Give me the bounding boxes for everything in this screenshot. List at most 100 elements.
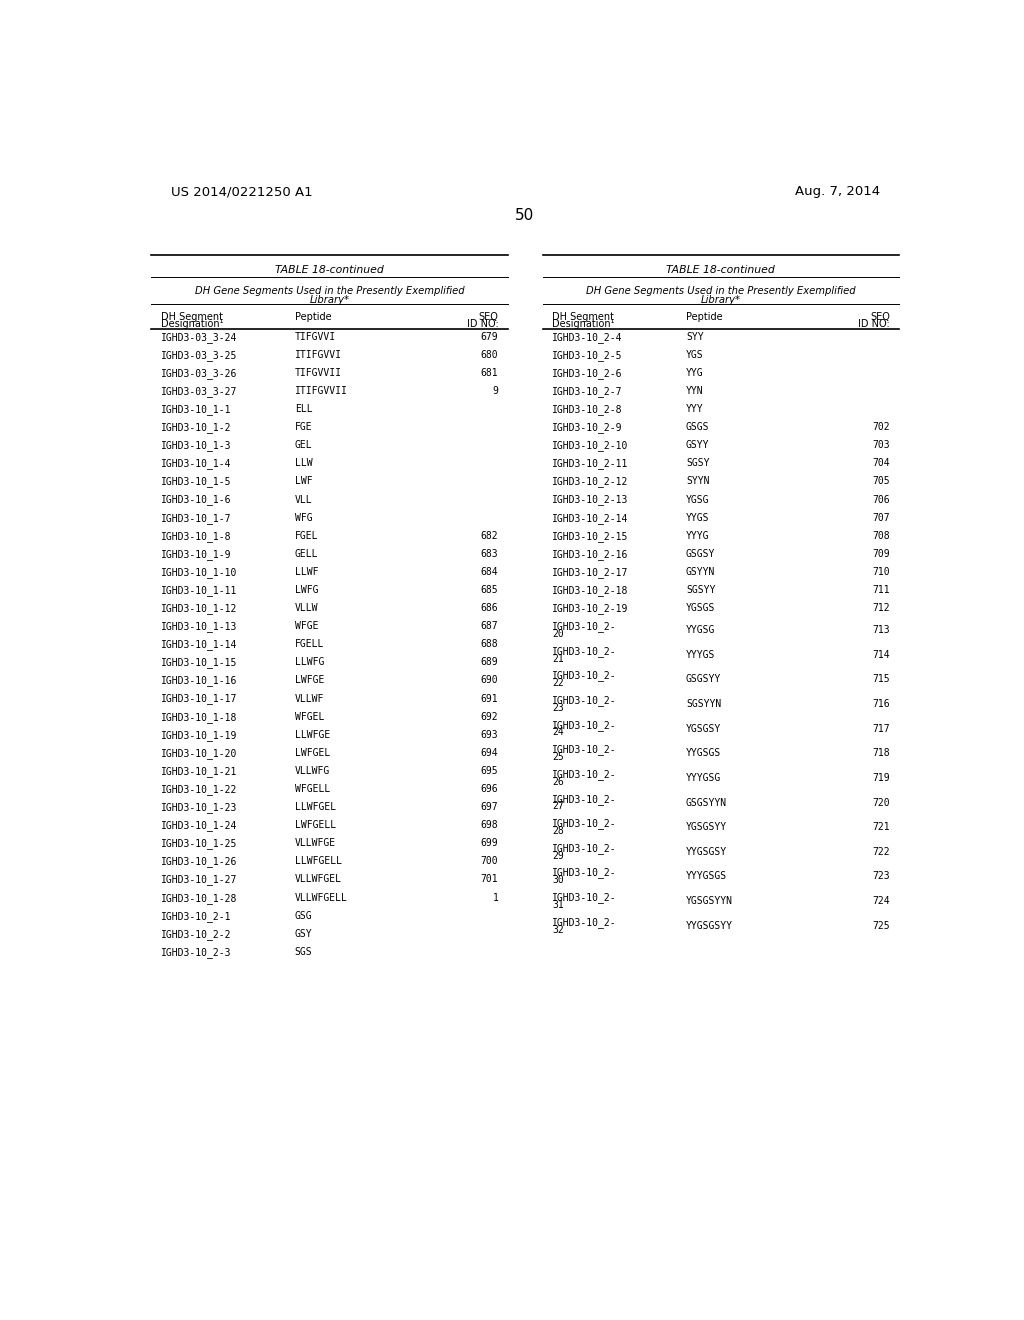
- Text: IGHD3-10_2-2: IGHD3-10_2-2: [161, 929, 231, 940]
- Text: ITIFGVVI: ITIFGVVI: [295, 350, 342, 360]
- Text: IGHD3-10_1-23: IGHD3-10_1-23: [161, 803, 237, 813]
- Text: YGSGSYYN: YGSGSYYN: [686, 896, 733, 906]
- Text: YYYG: YYYG: [686, 531, 710, 541]
- Text: IGHD3-10_1-25: IGHD3-10_1-25: [161, 838, 237, 849]
- Text: IGHD3-10_1-8: IGHD3-10_1-8: [161, 531, 231, 541]
- Text: IGHD3-10_2-11: IGHD3-10_2-11: [552, 458, 629, 469]
- Text: 689: 689: [481, 657, 499, 668]
- Text: 704: 704: [872, 458, 890, 469]
- Text: 717: 717: [872, 723, 890, 734]
- Text: 692: 692: [481, 711, 499, 722]
- Text: 23: 23: [552, 702, 563, 713]
- Text: 699: 699: [481, 838, 499, 849]
- Text: IGHD3-10_1-10: IGHD3-10_1-10: [161, 566, 237, 578]
- Text: 9: 9: [493, 385, 499, 396]
- Text: 684: 684: [481, 566, 499, 577]
- Text: 706: 706: [872, 495, 890, 504]
- Text: IGHD3-10_1-19: IGHD3-10_1-19: [161, 730, 237, 741]
- Text: YYGSGSY: YYGSGSY: [686, 847, 727, 857]
- Text: 679: 679: [481, 331, 499, 342]
- Text: VLLWFGE: VLLWFGE: [295, 838, 336, 849]
- Text: YGS: YGS: [686, 350, 703, 360]
- Text: VLLWFGELL: VLLWFGELL: [295, 892, 347, 903]
- Text: IGHD3-10_1-7: IGHD3-10_1-7: [161, 512, 231, 524]
- Text: IGHD3-03_3-24: IGHD3-03_3-24: [161, 331, 237, 343]
- Text: FGE: FGE: [295, 422, 312, 432]
- Text: 26: 26: [552, 776, 563, 787]
- Text: LLWFGELL: LLWFGELL: [295, 857, 342, 866]
- Text: GSG: GSG: [295, 911, 312, 920]
- Text: YYGS: YYGS: [686, 512, 710, 523]
- Text: Peptide: Peptide: [686, 312, 723, 322]
- Text: VLL: VLL: [295, 495, 312, 504]
- Text: 688: 688: [481, 639, 499, 649]
- Text: DH Segment: DH Segment: [161, 312, 222, 322]
- Text: 707: 707: [872, 512, 890, 523]
- Text: 722: 722: [872, 847, 890, 857]
- Text: 711: 711: [872, 585, 890, 595]
- Text: WFGEL: WFGEL: [295, 711, 324, 722]
- Text: ITIFGVVII: ITIFGVVII: [295, 385, 347, 396]
- Text: 708: 708: [872, 531, 890, 541]
- Text: 680: 680: [481, 350, 499, 360]
- Text: YYY: YYY: [686, 404, 703, 414]
- Text: DH Segment: DH Segment: [552, 312, 614, 322]
- Text: IGHD3-10_1-15: IGHD3-10_1-15: [161, 657, 237, 668]
- Text: IGHD3-10_2-6: IGHD3-10_2-6: [552, 368, 623, 379]
- Text: YGSGS: YGSGS: [686, 603, 716, 612]
- Text: IGHD3-10_1-14: IGHD3-10_1-14: [161, 639, 237, 651]
- Text: ID NO:: ID NO:: [467, 319, 499, 329]
- Text: IGHD3-03_3-26: IGHD3-03_3-26: [161, 368, 237, 379]
- Text: TABLE 18-continued: TABLE 18-continued: [667, 265, 775, 276]
- Text: 701: 701: [481, 875, 499, 884]
- Text: 30: 30: [552, 875, 563, 886]
- Text: 686: 686: [481, 603, 499, 612]
- Text: 50: 50: [515, 209, 535, 223]
- Text: 691: 691: [481, 693, 499, 704]
- Text: 703: 703: [872, 441, 890, 450]
- Text: GSYYN: GSYYN: [686, 566, 716, 577]
- Text: 22: 22: [552, 678, 563, 688]
- Text: 702: 702: [872, 422, 890, 432]
- Text: 27: 27: [552, 801, 563, 812]
- Text: YGSGSY: YGSGSY: [686, 723, 721, 734]
- Text: SEQ: SEQ: [870, 312, 890, 322]
- Text: IGHD3-10_2-7: IGHD3-10_2-7: [552, 385, 623, 397]
- Text: FGEL: FGEL: [295, 531, 318, 541]
- Text: LLW: LLW: [295, 458, 312, 469]
- Text: IGHD3-10_2-17: IGHD3-10_2-17: [552, 566, 629, 578]
- Text: LWFGE: LWFGE: [295, 676, 324, 685]
- Text: 713: 713: [872, 626, 890, 635]
- Text: IGHD3-10_2-16: IGHD3-10_2-16: [552, 549, 629, 560]
- Text: 683: 683: [481, 549, 499, 558]
- Text: VLLWFG: VLLWFG: [295, 766, 330, 776]
- Text: 31: 31: [552, 900, 563, 909]
- Text: SYY: SYY: [686, 331, 703, 342]
- Text: IGHD3-10_1-24: IGHD3-10_1-24: [161, 820, 237, 832]
- Text: YYN: YYN: [686, 385, 703, 396]
- Text: WFG: WFG: [295, 512, 312, 523]
- Text: YYG: YYG: [686, 368, 703, 378]
- Text: LWF: LWF: [295, 477, 312, 486]
- Text: LLWF: LLWF: [295, 566, 318, 577]
- Text: IGHD3-10_2-18: IGHD3-10_2-18: [552, 585, 629, 595]
- Text: SYYN: SYYN: [686, 477, 710, 486]
- Text: IGHD3-10_1-3: IGHD3-10_1-3: [161, 441, 231, 451]
- Text: GSGS: GSGS: [686, 422, 710, 432]
- Text: GSY: GSY: [295, 929, 312, 939]
- Text: TIFGVVII: TIFGVVII: [295, 368, 342, 378]
- Text: ELL: ELL: [295, 404, 312, 414]
- Text: WFGELL: WFGELL: [295, 784, 330, 795]
- Text: IGHD3-10_2-: IGHD3-10_2-: [552, 744, 616, 755]
- Text: 725: 725: [872, 921, 890, 931]
- Text: SEQ: SEQ: [478, 312, 499, 322]
- Text: VLLWFGEL: VLLWFGEL: [295, 875, 342, 884]
- Text: Library*: Library*: [309, 294, 349, 305]
- Text: 710: 710: [872, 566, 890, 577]
- Text: YYGSGS: YYGSGS: [686, 748, 721, 758]
- Text: YGSG: YGSG: [686, 495, 710, 504]
- Text: 694: 694: [481, 748, 499, 758]
- Text: IGHD3-10_2-: IGHD3-10_2-: [552, 719, 616, 731]
- Text: GSGSYYN: GSGSYYN: [686, 797, 727, 808]
- Text: 696: 696: [481, 784, 499, 795]
